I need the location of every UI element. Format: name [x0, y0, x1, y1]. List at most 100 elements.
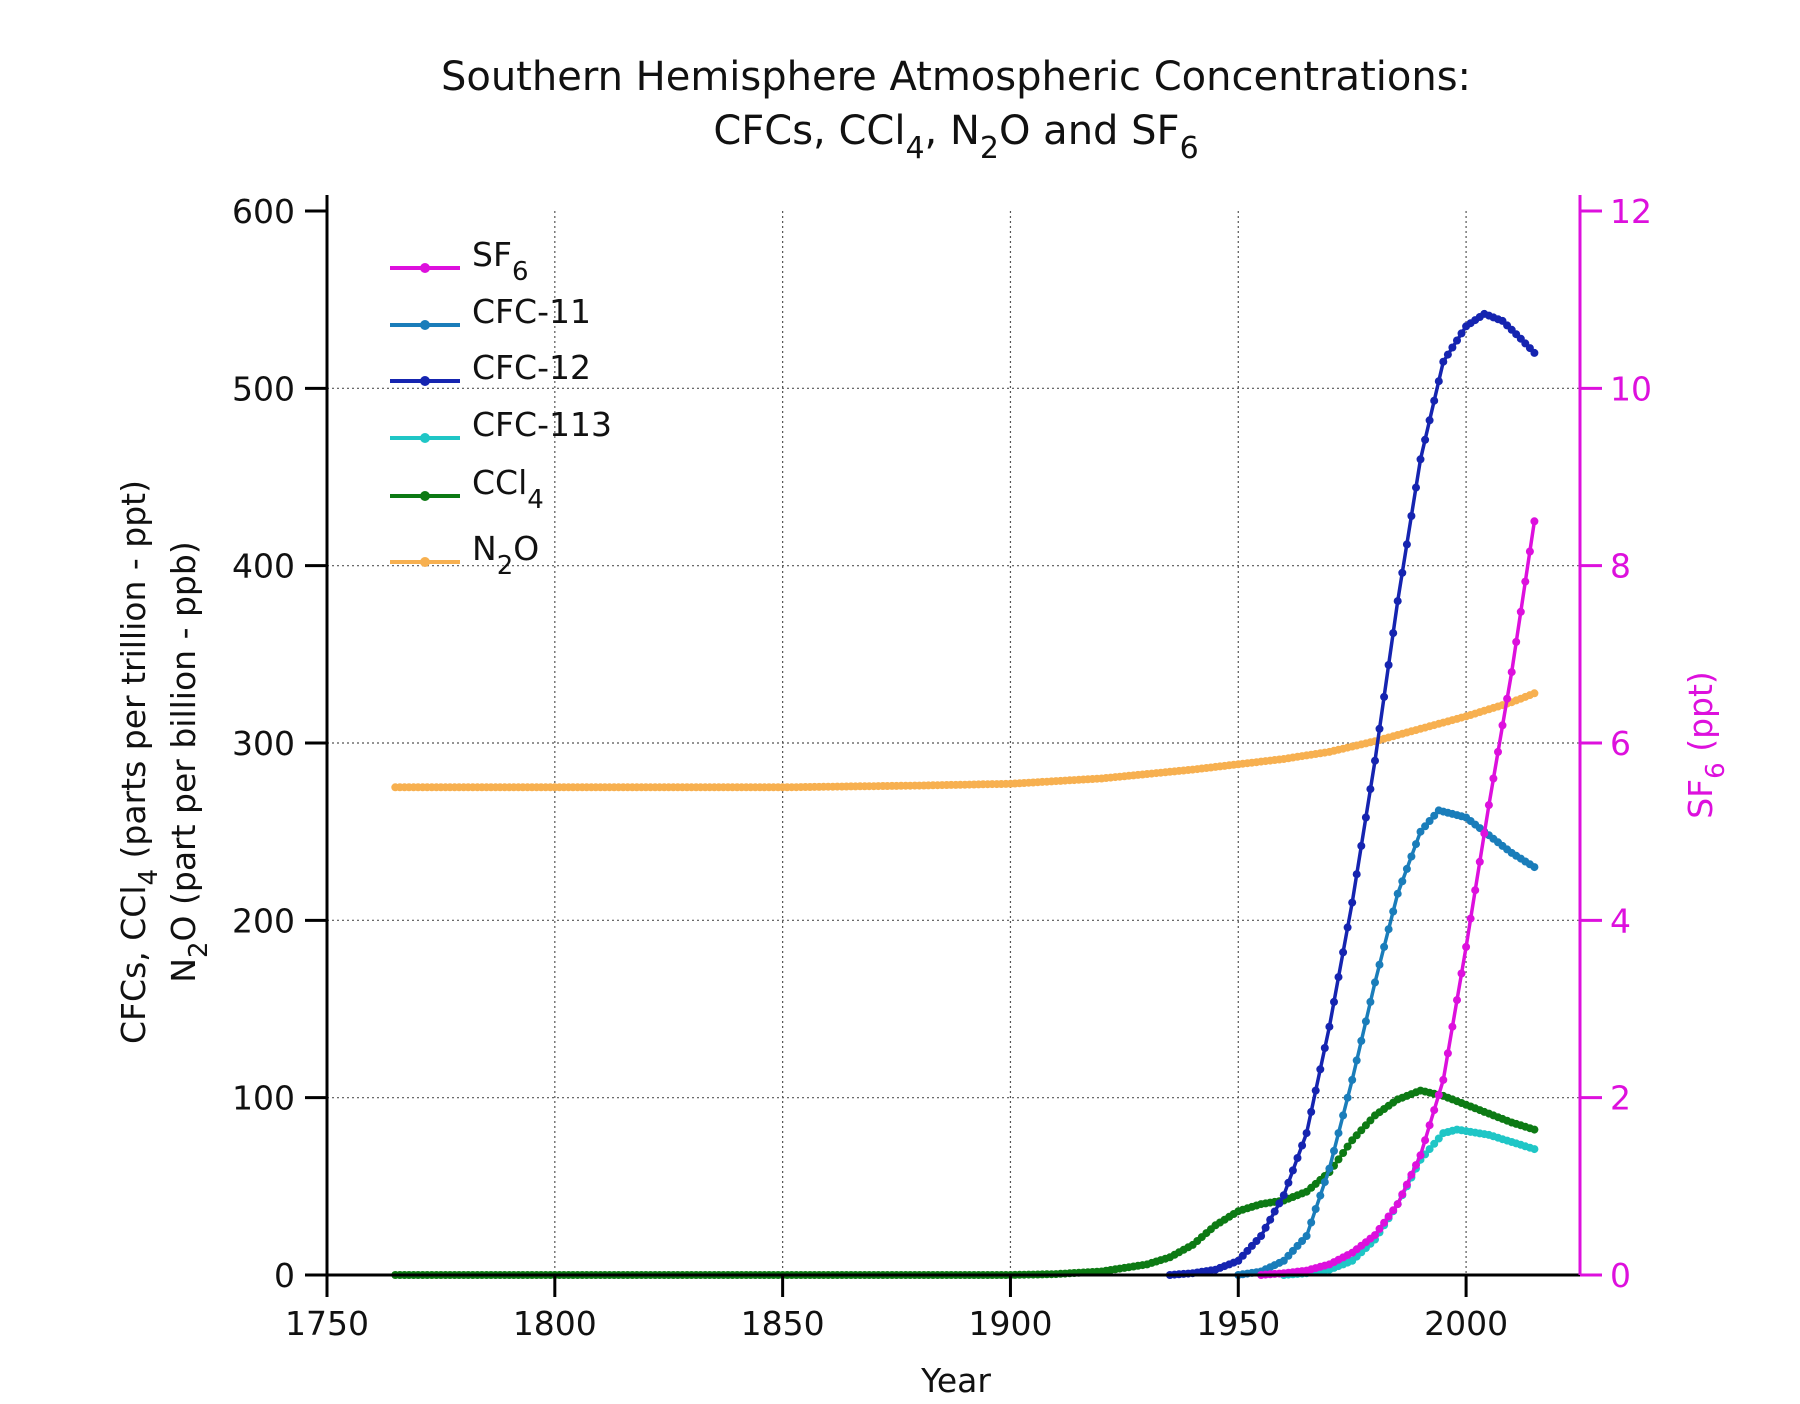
series-point — [1457, 329, 1466, 338]
series-point — [1325, 1164, 1334, 1173]
series-point — [1288, 1166, 1297, 1175]
series-point — [1434, 377, 1443, 386]
series-point — [1316, 1191, 1325, 1200]
series-point — [1421, 822, 1430, 831]
series-point — [1393, 597, 1402, 606]
series-point — [1443, 1049, 1452, 1058]
series-point — [1384, 925, 1393, 934]
legend-item: CCl4 — [390, 463, 544, 515]
series-point — [1320, 1178, 1329, 1187]
series-point — [1530, 1145, 1539, 1154]
y-axis-label-left-line-1: CFCs, CCl4 (parts per trillion - ppt) — [114, 480, 164, 1044]
series-point — [1371, 756, 1379, 765]
y-axis-label-right: SF6 (ppt) — [1681, 671, 1731, 819]
series-point — [1530, 1125, 1539, 1134]
y-tick-label-right: 4 — [1610, 901, 1631, 940]
series-point — [1361, 1017, 1370, 1026]
series-point — [1393, 889, 1402, 898]
series-point — [1521, 577, 1530, 586]
y-tick-label-left: 300 — [232, 724, 295, 763]
legend-label: CFC-12 — [472, 348, 591, 387]
series-point — [1453, 336, 1461, 345]
series-point — [1407, 512, 1416, 520]
series-point — [1425, 817, 1434, 825]
series-point — [1348, 898, 1357, 907]
series-point — [1480, 829, 1489, 838]
series-point — [1412, 1161, 1420, 1170]
series-point — [1407, 852, 1416, 861]
series-point — [1430, 1106, 1439, 1115]
legend-marker — [420, 263, 430, 273]
series-point — [1430, 396, 1439, 405]
series-point — [1348, 1075, 1357, 1084]
series-point — [1380, 692, 1389, 701]
legend-marker — [420, 320, 430, 330]
series-point — [1398, 877, 1407, 886]
legend-marker — [420, 491, 430, 501]
series-point — [1462, 942, 1471, 951]
legend-label: SF6 — [472, 235, 528, 287]
series-point — [1402, 864, 1411, 873]
series-point — [1334, 1129, 1343, 1138]
series-point — [1330, 1146, 1338, 1155]
series-point — [1448, 343, 1457, 352]
series-point — [1366, 785, 1375, 794]
y-tick-label-right: 2 — [1610, 1079, 1631, 1118]
series-point — [1489, 774, 1498, 783]
series-point — [1393, 1200, 1402, 1209]
series-point — [1307, 1107, 1316, 1116]
series-point — [1357, 1036, 1366, 1045]
x-tick-label: 2000 — [1424, 1304, 1508, 1343]
series-point — [1466, 914, 1475, 923]
series-point — [1380, 1218, 1389, 1227]
series-point — [1448, 1022, 1457, 1031]
series-point — [1270, 1207, 1279, 1216]
series-point — [1443, 350, 1452, 359]
x-axis-label: Year — [920, 1361, 991, 1399]
series-point — [1275, 1199, 1284, 1208]
series-point — [1398, 568, 1407, 577]
series-point — [1389, 629, 1398, 638]
series-point — [1530, 517, 1539, 526]
series-point — [1334, 1155, 1343, 1164]
series-point — [1357, 841, 1366, 850]
series-line — [1283, 1127, 1535, 1277]
x-tick-label: 1900 — [968, 1304, 1052, 1343]
legend-label: CCl4 — [472, 463, 544, 515]
series-point — [1402, 540, 1411, 549]
series-5 — [391, 689, 1539, 792]
series-point — [1371, 978, 1379, 987]
y-tick-label-right: 10 — [1610, 369, 1652, 408]
series-point — [1316, 1065, 1325, 1074]
series-point — [1279, 1191, 1288, 1200]
series-point — [1398, 1190, 1407, 1199]
series-point — [1457, 969, 1466, 978]
y-tick-label-left: 200 — [232, 901, 295, 940]
y-tick-label-left: 0 — [274, 1256, 295, 1295]
series-point — [1525, 547, 1534, 556]
series-point — [1307, 1218, 1316, 1227]
series-point — [1320, 1044, 1329, 1052]
series-point — [1471, 886, 1480, 895]
series-point — [1366, 997, 1375, 1006]
y-tick-label-right: 0 — [1610, 1256, 1631, 1295]
series-point — [1439, 1075, 1448, 1084]
series-point — [1421, 1136, 1430, 1145]
series-point — [1407, 1170, 1416, 1179]
series-point — [1498, 721, 1507, 730]
series-point — [1507, 668, 1516, 677]
series-point — [1402, 1180, 1411, 1189]
series-point — [1302, 1129, 1311, 1138]
series-point — [1512, 637, 1521, 646]
series-point — [1430, 811, 1439, 820]
series-point — [1384, 661, 1393, 669]
legend-item: CFC-12 — [390, 348, 591, 387]
series-point — [1425, 1145, 1434, 1154]
series-point — [1361, 813, 1370, 822]
series-point — [1375, 1224, 1384, 1233]
x-tick-label: 1800 — [513, 1304, 597, 1343]
series-point — [1375, 724, 1384, 733]
series-point — [1430, 1139, 1439, 1148]
